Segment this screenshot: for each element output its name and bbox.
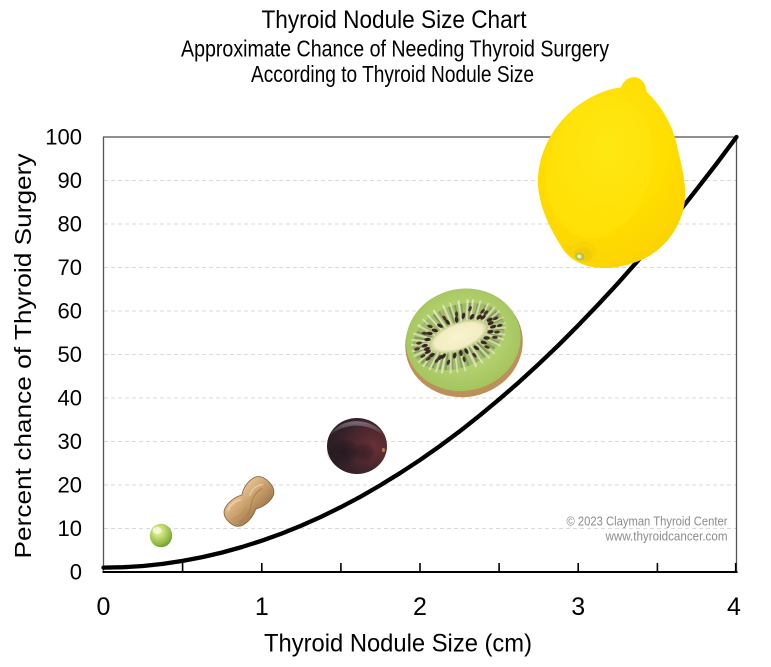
- svg-text:20: 20: [58, 473, 82, 498]
- svg-text:70: 70: [58, 255, 82, 280]
- svg-text:80: 80: [58, 212, 82, 237]
- svg-text:0: 0: [70, 560, 82, 585]
- svg-text:2: 2: [413, 593, 427, 621]
- svg-text:60: 60: [58, 299, 82, 324]
- svg-text:Thyroid Nodule Size (cm): Thyroid Nodule Size (cm): [264, 630, 532, 658]
- svg-text:50: 50: [58, 342, 82, 367]
- svg-text:10: 10: [58, 516, 82, 541]
- svg-text:3: 3: [571, 593, 585, 621]
- svg-text:30: 30: [58, 429, 82, 454]
- svg-text:1: 1: [255, 593, 269, 621]
- svg-text:0: 0: [97, 593, 111, 621]
- svg-text:© 2023 Clayman Thyroid Center: © 2023 Clayman Thyroid Center: [567, 515, 728, 529]
- svg-text:According to Thyroid Nodule Si: According to Thyroid Nodule Size: [251, 61, 534, 87]
- svg-text:40: 40: [58, 386, 82, 411]
- svg-text:Approximate Chance of Needing: Approximate Chance of Needing Thyroid Su…: [181, 36, 609, 62]
- svg-text:100: 100: [45, 125, 82, 150]
- svg-text:4: 4: [727, 593, 741, 621]
- svg-text:Thyroid Nodule Size Chart: Thyroid Nodule Size Chart: [262, 6, 527, 34]
- svg-text:www.thyroidcancer.com: www.thyroidcancer.com: [605, 530, 728, 544]
- svg-text:90: 90: [58, 168, 82, 193]
- svg-text:Percent chance of Thyroid Surg: Percent chance of Thyroid Surgery: [10, 153, 36, 559]
